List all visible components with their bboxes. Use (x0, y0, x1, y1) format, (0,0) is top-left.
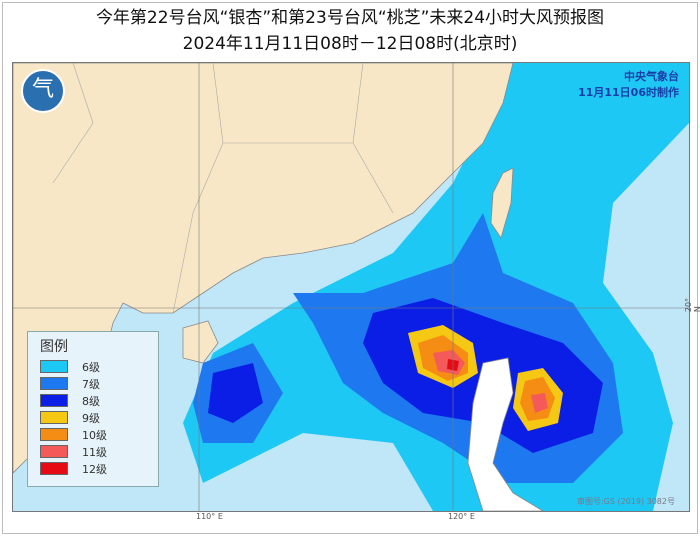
wind-11-zone (433, 350, 548, 413)
legend-label: 6级 (82, 360, 100, 374)
legend-label: 8级 (82, 394, 100, 408)
land-hainan (182, 320, 219, 364)
legend-item: 7级 (40, 375, 158, 392)
legend-swatch (40, 462, 68, 475)
legend-label: 11级 (82, 445, 107, 459)
legend-title: 图例 (40, 339, 68, 355)
cma-logo: 气 (21, 69, 65, 113)
legend-item: 8级 (40, 392, 158, 409)
land-philippines (467, 357, 544, 511)
legend-item: 6级 (40, 358, 158, 375)
legend-item: 9级 (40, 409, 158, 426)
review-number: 审图号:GS (2019) 3082号 (576, 497, 675, 506)
map-subtitle: 2024年11月11日08时－12日08时(北京时) (182, 34, 518, 54)
issue-time: 11月11日06时制作 (578, 86, 679, 99)
legend-label: 9级 (82, 411, 100, 425)
map-title: 今年第22号台风“银杏”和第23号台风“桃芝”未来24小时大风预报图 (95, 8, 605, 28)
agency-name: 中央气象台 (624, 70, 679, 83)
legend-item: 10级 (40, 426, 158, 443)
provincial-borders (52, 63, 394, 314)
wind-forecast-map: 气 中央气象台 11月11日06时制作 图例 6级 7级 8级 9级 10级 11级 12级… (12, 62, 690, 512)
land-taiwan (490, 167, 514, 239)
legend-label: 7级 (82, 377, 100, 391)
legend-label: 10级 (82, 428, 107, 442)
legend: 图例 6级 7级 8级 9级 10级 11级 12级 (27, 331, 159, 487)
legend-swatch (40, 445, 68, 458)
legend-swatch (40, 411, 68, 424)
agency-block: 中央气象台 11月11日06时制作 (578, 69, 679, 101)
lon-tick-120: 120° E (448, 512, 475, 521)
legend-swatch (40, 360, 68, 373)
lat-tick-20: 20° N (684, 297, 700, 313)
legend-swatch (40, 428, 68, 441)
legend-swatch (40, 377, 68, 390)
legend-item: 11级 (40, 443, 158, 460)
legend-swatch (40, 394, 68, 407)
legend-label: 12级 (82, 462, 107, 476)
lon-tick-110: 110° E (196, 512, 223, 521)
legend-item: 12级 (40, 460, 158, 477)
